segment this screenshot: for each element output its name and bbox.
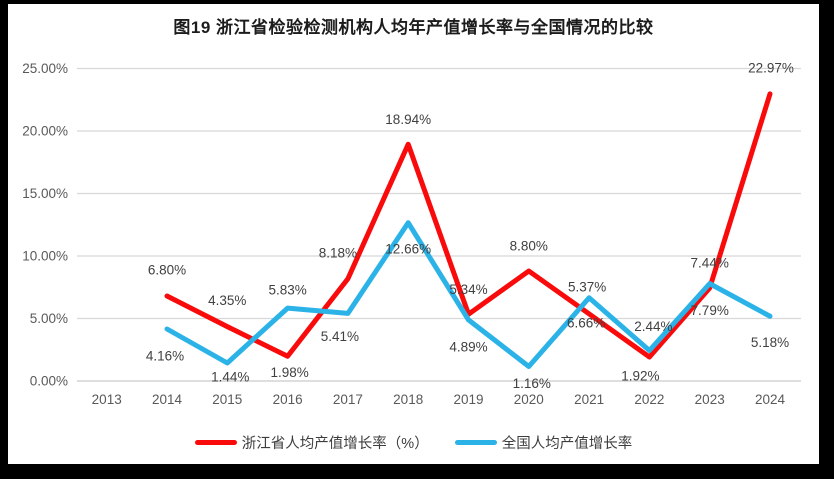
data-label: 5.41% xyxy=(321,329,359,344)
data-label: 8.80% xyxy=(510,239,548,254)
legend-swatch-zhejiang-icon xyxy=(194,439,237,445)
data-label: 1.92% xyxy=(621,369,659,384)
x-axis-tick-label: 2020 xyxy=(514,392,544,407)
data-label: 2.44% xyxy=(634,319,672,334)
x-axis-tick-label: 2023 xyxy=(695,392,725,407)
data-label: 6.80% xyxy=(148,263,186,278)
data-label: 1.98% xyxy=(270,365,308,380)
data-label: 4.35% xyxy=(208,293,246,308)
data-label: 6.66% xyxy=(567,315,605,330)
x-axis-tick-label: 2018 xyxy=(393,392,423,407)
y-axis-tick-label: 20.00% xyxy=(22,124,68,139)
data-label: 22.97% xyxy=(748,60,794,75)
legend-label-zhejiang: 浙江省人均产值增长率（%） xyxy=(241,435,429,452)
y-axis-tick-label: 5.00% xyxy=(30,311,68,326)
x-axis-tick-label: 2022 xyxy=(634,392,664,407)
legend-label-national: 全国人均产值增长率 xyxy=(501,435,633,452)
photo-border-left xyxy=(0,0,8,479)
data-label: 4.89% xyxy=(449,339,487,354)
data-label: 5.37% xyxy=(568,279,606,294)
data-label: 18.94% xyxy=(385,112,431,127)
y-axis-tick-label: 0.00% xyxy=(30,374,68,389)
chart-title: 图19 浙江省检验检测机构人均年产值增长率与全国情况的比较 xyxy=(173,18,654,37)
data-label: 4.16% xyxy=(146,349,184,364)
x-axis-tick-label: 2015 xyxy=(212,392,242,407)
x-axis-tick-label: 2024 xyxy=(755,392,786,407)
y-axis-tick-label: 10.00% xyxy=(22,249,68,264)
data-label: 8.18% xyxy=(319,245,357,260)
photo-border-right xyxy=(819,0,834,479)
photo-border-bottom xyxy=(0,464,834,479)
legend-item-national: 全国人均产值增长率 xyxy=(454,432,633,453)
x-axis-tick-label: 2016 xyxy=(273,392,303,407)
series-line-zhejiang xyxy=(164,91,773,360)
data-label: 5.18% xyxy=(751,335,789,350)
data-label: 12.66% xyxy=(385,241,431,256)
chart-legend: 浙江省人均产值增长率（%） 全国人均产值增长率 xyxy=(8,431,819,453)
photo-border-top xyxy=(0,0,834,4)
y-axis-tick-label: 15.00% xyxy=(22,186,68,201)
legend-swatch-national-icon xyxy=(454,439,497,445)
x-axis-tick-label: 2014 xyxy=(152,392,183,407)
x-axis-tick-label: 2017 xyxy=(333,392,363,407)
legend-item-zhejiang: 浙江省人均产值增长率（%） xyxy=(194,432,429,453)
y-axis-tick-label: 25.00% xyxy=(22,61,68,76)
x-axis-tick-label: 2013 xyxy=(92,392,122,407)
data-label: 7.79% xyxy=(691,303,729,318)
data-label: 1.44% xyxy=(211,370,249,385)
x-axis-tick-label: 2019 xyxy=(453,392,483,407)
x-axis-tick-label: 2021 xyxy=(574,392,604,407)
data-label: 5.34% xyxy=(449,282,487,297)
data-label: 7.44% xyxy=(691,256,729,271)
series-line-national xyxy=(164,220,773,369)
data-label: 5.83% xyxy=(268,283,306,298)
data-label: 1.16% xyxy=(513,376,551,391)
